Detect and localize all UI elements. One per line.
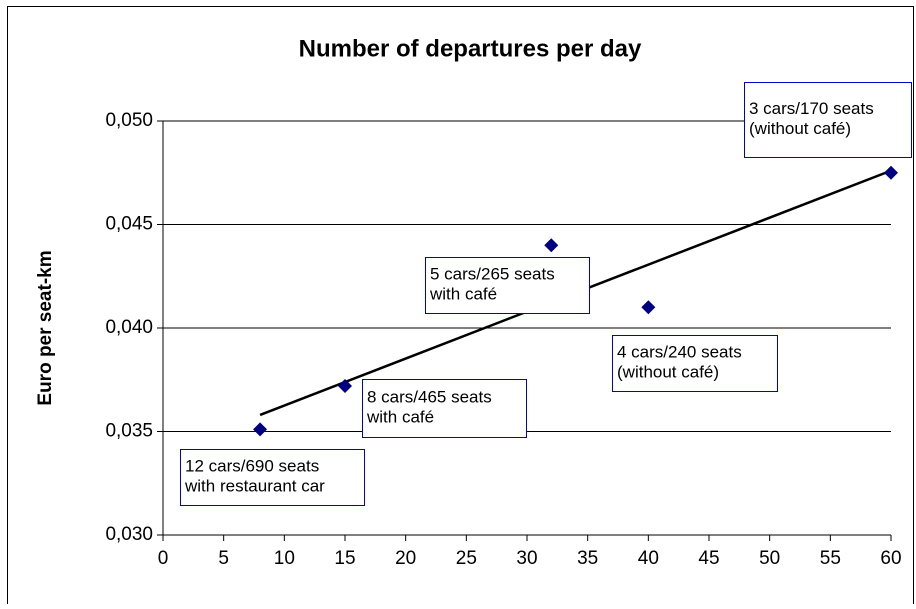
annotation-text: with café [366,407,434,426]
annotation-box [180,449,365,506]
x-tick-label: 50 [759,548,780,569]
data-point [253,422,268,437]
y-axis-label: Euro per seat-km [35,250,56,405]
annotation-box [425,257,590,314]
data-point [338,378,352,393]
annotation-text: 12 cars/690 seats [185,456,319,475]
annotation-text: 3 cars/170 seats [749,99,874,118]
annotation-text: 4 cars/240 seats [617,342,742,361]
data-point [641,300,656,315]
data-point [544,238,559,253]
x-tick-label: 55 [820,548,841,569]
annotation-text: 8 cars/465 seats [367,387,492,406]
x-tick-label: 35 [577,548,598,569]
annotation-text: with café [429,284,497,303]
x-tick-label: 0 [158,548,169,569]
chart-frame [7,6,914,604]
x-tick-label: 10 [274,548,295,569]
y-tick-label: 0,045 [105,214,153,235]
x-tick-label: 5 [218,548,229,569]
y-tick-label: 0,050 [105,110,153,131]
annotation-box [744,82,912,158]
x-tick-label: 45 [698,548,719,569]
x-tick-label: 40 [638,548,659,569]
chart-title: Number of departures per day [299,35,642,62]
annotation-box [612,335,778,392]
x-tick-label: 20 [395,548,416,569]
x-tick-label: 15 [334,548,355,569]
annotation-box [362,379,527,438]
annotation-text: with restaurant car [184,476,325,495]
x-tick-label: 60 [880,548,901,569]
x-tick-label: 25 [456,548,477,569]
annotation-text: (without café) [749,119,851,138]
annotation-text: (without café) [617,362,719,381]
y-tick-label: 0,035 [105,421,153,442]
annotation-text: 5 cars/265 seats [430,264,555,283]
y-tick-label: 0,040 [105,317,153,338]
data-point [884,165,898,180]
y-tick-label: 0,030 [105,524,153,545]
x-tick-label: 30 [516,548,537,569]
